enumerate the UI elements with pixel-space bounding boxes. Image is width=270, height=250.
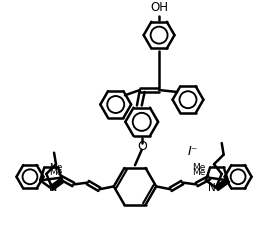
Text: N⁺: N⁺ [208, 183, 222, 192]
Text: I⁻: I⁻ [188, 145, 198, 158]
Text: N: N [49, 183, 57, 192]
Text: Me: Me [192, 162, 205, 172]
Text: OH: OH [150, 1, 168, 14]
Text: O: O [137, 140, 147, 153]
Text: Me: Me [49, 162, 63, 172]
Text: Me: Me [192, 168, 205, 177]
Text: Me: Me [49, 168, 63, 177]
